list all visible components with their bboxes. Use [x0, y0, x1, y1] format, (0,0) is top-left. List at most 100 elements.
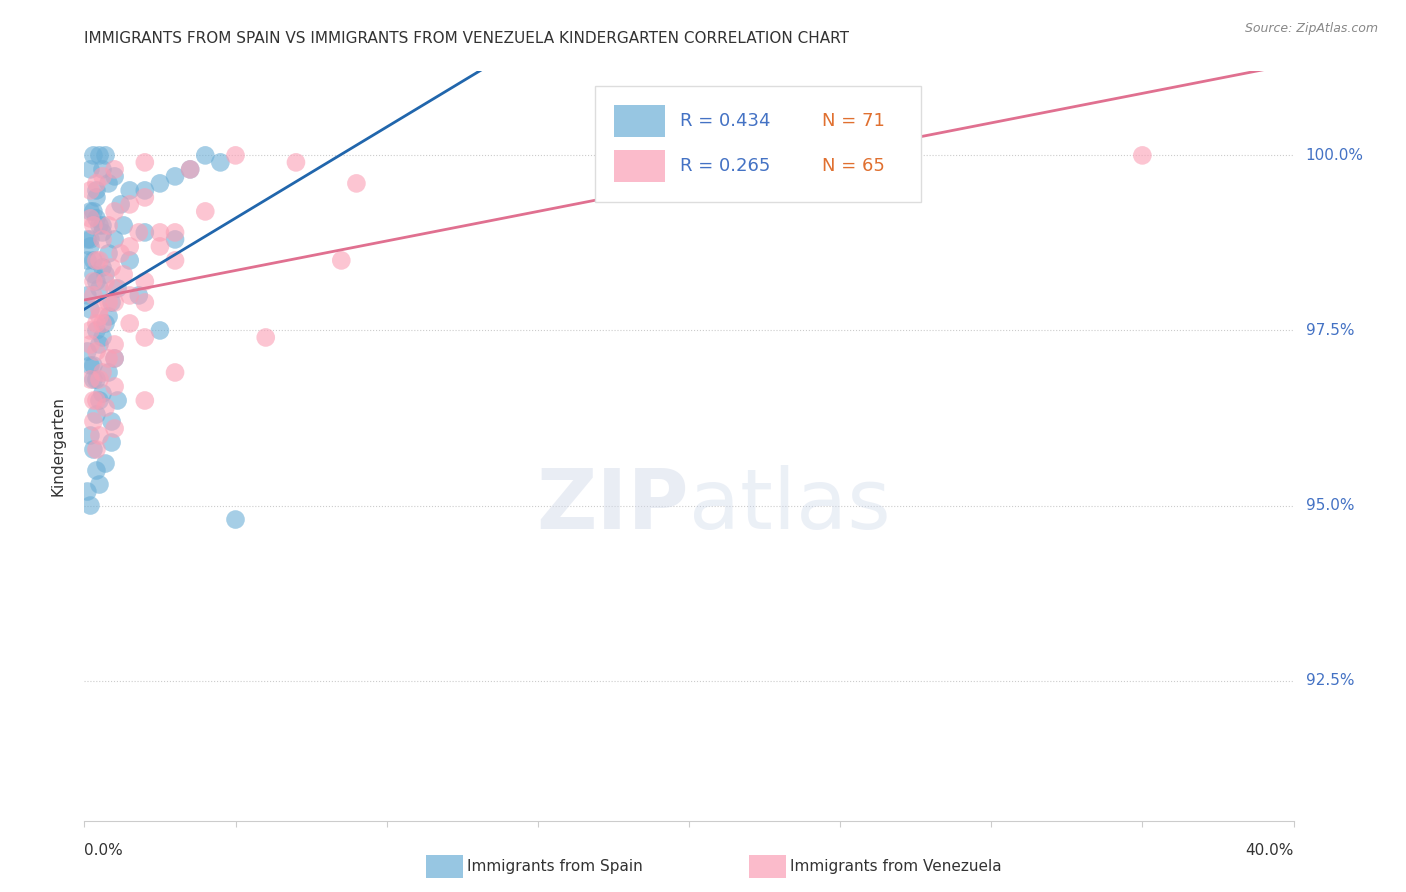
Point — [82, 204, 104, 219]
Point — [284, 155, 308, 169]
Text: 100.0%: 100.0% — [1306, 148, 1364, 163]
Point — [89, 302, 111, 317]
Text: 97.5%: 97.5% — [1306, 323, 1354, 338]
Point — [104, 379, 127, 393]
Point — [82, 393, 104, 408]
Point — [91, 226, 114, 240]
Point — [165, 366, 187, 380]
Point — [134, 190, 156, 204]
Point — [94, 148, 117, 162]
Point — [76, 253, 98, 268]
Point — [91, 260, 114, 275]
Point — [100, 260, 122, 275]
Point — [104, 204, 127, 219]
Y-axis label: Kindergarten: Kindergarten — [51, 396, 66, 496]
Point — [82, 219, 104, 233]
Point — [118, 288, 141, 302]
Point — [107, 393, 129, 408]
Text: 40.0%: 40.0% — [1246, 843, 1294, 858]
Text: 0.0%: 0.0% — [84, 843, 124, 858]
Point — [97, 219, 120, 233]
Point — [76, 232, 98, 246]
Point — [86, 323, 108, 337]
FancyBboxPatch shape — [595, 87, 921, 202]
Point — [97, 366, 120, 380]
Point — [149, 177, 172, 191]
Point — [100, 295, 122, 310]
Point — [89, 428, 111, 442]
Point — [79, 162, 101, 177]
Point — [134, 155, 156, 169]
Point — [82, 359, 104, 373]
Point — [100, 435, 122, 450]
Point — [118, 183, 141, 197]
Point — [165, 226, 187, 240]
Point — [91, 219, 114, 233]
Point — [97, 351, 120, 366]
Text: N = 65: N = 65 — [823, 157, 884, 175]
Point — [91, 317, 114, 331]
Point — [86, 344, 108, 359]
Point — [209, 155, 232, 169]
Point — [149, 323, 172, 337]
Point — [110, 197, 132, 211]
Point — [346, 177, 368, 191]
Point — [94, 457, 117, 471]
Point — [118, 317, 141, 331]
Text: atlas: atlas — [689, 466, 890, 547]
Point — [79, 323, 101, 337]
Point — [104, 169, 127, 184]
Point — [76, 344, 98, 359]
Point — [79, 232, 101, 246]
Point — [79, 302, 101, 317]
Point — [194, 204, 217, 219]
Text: N = 71: N = 71 — [823, 112, 884, 130]
Point — [110, 246, 132, 260]
Point — [128, 288, 150, 302]
Point — [91, 169, 114, 184]
Point — [86, 190, 108, 204]
Point — [86, 183, 108, 197]
Point — [91, 162, 114, 177]
Point — [118, 197, 141, 211]
Point — [225, 148, 247, 162]
Point — [149, 226, 172, 240]
Point — [128, 226, 150, 240]
Point — [134, 275, 156, 289]
Point — [104, 162, 127, 177]
Point — [94, 401, 117, 415]
Text: 92.5%: 92.5% — [1306, 673, 1354, 688]
Point — [86, 317, 108, 331]
Point — [86, 372, 108, 386]
Point — [104, 295, 127, 310]
Point — [89, 393, 111, 408]
Point — [82, 442, 104, 457]
Point — [165, 253, 187, 268]
Point — [91, 386, 114, 401]
Point — [82, 372, 104, 386]
Point — [194, 148, 217, 162]
Point — [82, 415, 104, 429]
Point — [97, 310, 120, 324]
FancyBboxPatch shape — [614, 150, 665, 181]
Point — [89, 477, 111, 491]
Point — [82, 288, 104, 302]
Point — [82, 148, 104, 162]
Point — [112, 268, 135, 282]
Text: Immigrants from Spain: Immigrants from Spain — [467, 859, 643, 873]
Point — [104, 337, 127, 351]
Point — [165, 169, 187, 184]
Text: 95.0%: 95.0% — [1306, 498, 1354, 513]
Point — [134, 330, 156, 344]
Point — [91, 330, 114, 344]
Point — [79, 372, 101, 386]
Text: ZIP: ZIP — [537, 466, 689, 547]
Point — [179, 162, 201, 177]
Point — [82, 268, 104, 282]
Point — [107, 281, 129, 295]
Text: R = 0.265: R = 0.265 — [681, 157, 770, 175]
Point — [89, 337, 111, 351]
Point — [89, 372, 111, 386]
Point — [86, 408, 108, 422]
Point — [79, 239, 101, 253]
